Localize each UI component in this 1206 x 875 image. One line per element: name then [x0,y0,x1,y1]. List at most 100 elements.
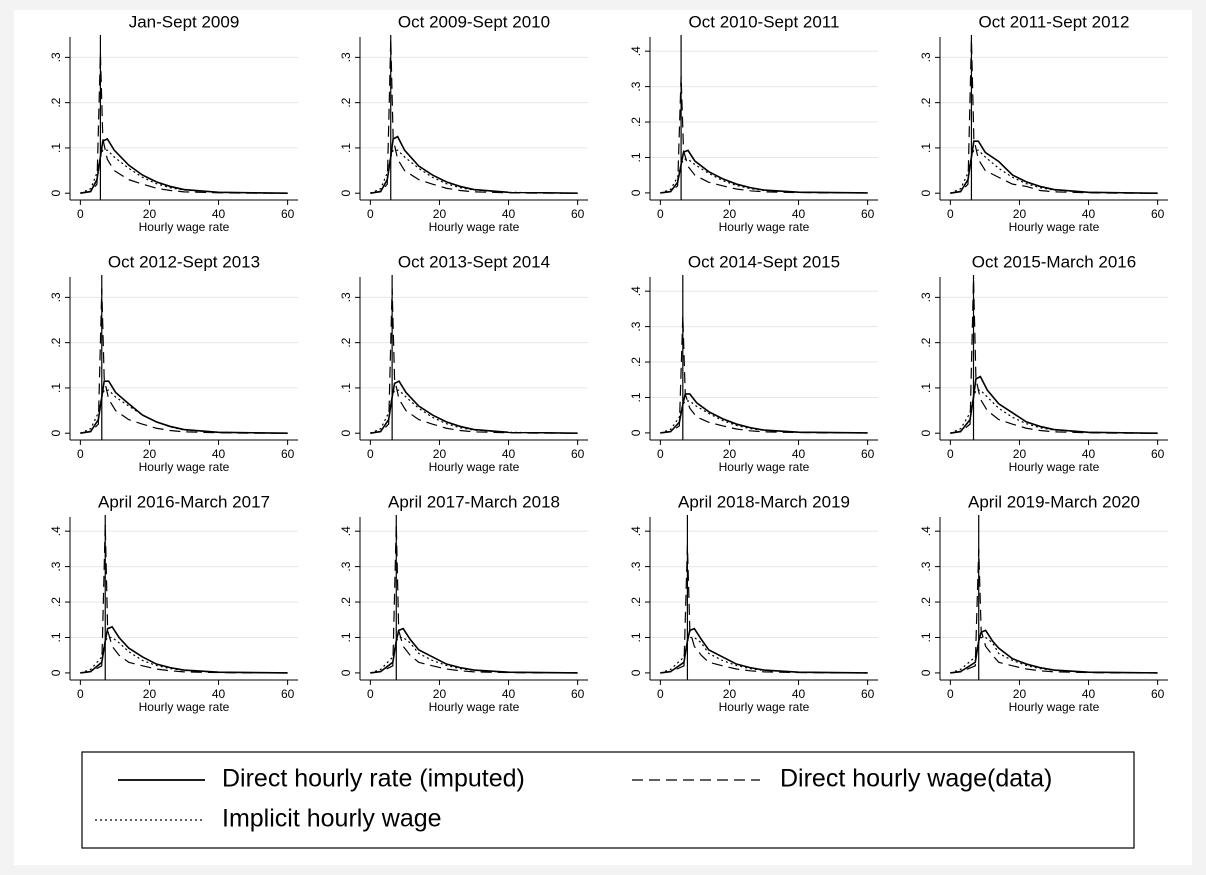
y-tick-label: .3 [339,52,353,62]
x-tick-label: 40 [502,687,516,701]
density-line [950,140,1158,195]
density-line [660,75,868,194]
x-tick-label: 40 [212,207,226,221]
x-tick-label: 60 [1151,447,1165,461]
density-line [80,636,288,674]
x-tick-label: 60 [281,447,295,461]
x-tick-label: 60 [861,447,875,461]
density-line [370,288,578,434]
x-tick-label: 20 [1013,447,1027,461]
y-tick-label: .2 [339,597,353,607]
x-tick-label: 20 [433,207,447,221]
y-tick-label: .3 [629,561,643,571]
y-tick-label: .3 [919,561,933,571]
density-line [950,629,1158,674]
y-tick-label: .1 [339,383,353,393]
density-line [950,39,1158,194]
density-line [660,545,868,674]
x-tick-label: 40 [1082,207,1096,221]
x-axis-label: Hourly wage rate [719,220,810,234]
legend-label: Implicit hourly wage [222,805,442,833]
x-tick-label: 40 [502,447,516,461]
y-tick-label: 0 [339,430,353,437]
y-tick-label: 0 [339,190,353,197]
y-tick-label: .3 [49,561,63,571]
x-axis-label: Hourly wage rate [1009,460,1100,474]
y-tick-label: 0 [919,190,933,197]
x-tick-label: 40 [502,207,516,221]
x-tick-label: 40 [212,687,226,701]
y-tick-label: .3 [919,52,933,62]
y-tick-label: .4 [49,526,63,536]
y-tick-label: .3 [49,52,63,62]
x-tick-label: 40 [792,207,806,221]
y-tick-label: .1 [629,152,643,162]
y-tick-label: .3 [629,321,643,331]
y-tick-label: .1 [49,383,63,393]
y-tick-label: .1 [629,392,643,402]
x-axis-label: Hourly wage rate [429,460,520,474]
x-tick-label: 20 [723,687,737,701]
y-tick-label: .2 [629,357,643,367]
y-tick-label: .2 [49,597,63,607]
density-line [370,636,578,674]
x-tick-label: 0 [947,207,954,221]
density-line [370,524,578,674]
density-line [370,135,578,195]
y-tick-label: .3 [339,561,353,571]
legend: Direct hourly rate (imputed) Direct hourl… [81,751,1135,849]
y-tick-label: .3 [629,81,643,91]
y-tick-label: 0 [629,189,643,196]
x-tick-label: 60 [861,687,875,701]
y-tick-label: .2 [629,597,643,607]
y-tick-label: .1 [339,632,353,642]
y-tick-label: .4 [629,526,643,536]
density-line [660,315,868,434]
y-tick-label: .2 [49,337,63,347]
x-tick-label: 20 [433,687,447,701]
y-tick-label: 0 [919,430,933,437]
density-line [370,39,578,194]
x-tick-label: 40 [792,447,806,461]
density-line [80,389,288,434]
legend-box [81,751,1135,849]
y-tick-label: .1 [49,143,63,153]
density-line [80,524,288,674]
y-tick-label: .4 [919,526,933,536]
density-line [660,400,868,434]
density-line [950,548,1158,674]
panel-title: Oct 2012-Sept 2013 [108,252,260,271]
x-tick-label: 40 [1082,687,1096,701]
x-tick-label: 20 [723,207,737,221]
y-tick-label: .4 [339,526,353,536]
x-tick-label: 20 [433,447,447,461]
y-tick-label: 0 [339,669,353,676]
x-tick-label: 60 [861,207,875,221]
x-tick-label: 20 [1013,687,1027,701]
y-tick-label: .1 [919,632,933,642]
x-tick-label: 60 [571,447,585,461]
y-tick-label: .2 [339,337,353,347]
y-tick-label: .1 [919,383,933,393]
x-tick-label: 40 [792,687,806,701]
legend-label: Direct hourly rate (imputed) [222,765,525,793]
x-axis-label: Hourly wage rate [139,220,230,234]
density-line [660,636,868,674]
panel-title: Oct 2013-Sept 2014 [398,252,550,271]
x-tick-label: 20 [143,687,157,701]
x-axis-label: Hourly wage rate [429,700,520,714]
y-tick-label: .2 [629,117,643,127]
x-tick-label: 60 [281,207,295,221]
density-line [660,149,868,194]
x-tick-label: 0 [367,447,374,461]
y-tick-label: .3 [49,292,63,302]
x-tick-label: 60 [1151,207,1165,221]
x-axis-label: Hourly wage rate [139,700,230,714]
density-line [80,288,288,434]
x-tick-label: 0 [367,207,374,221]
x-tick-label: 60 [571,687,585,701]
legend-label: Direct hourly wage(data) [780,765,1052,793]
y-tick-label: 0 [629,429,643,436]
y-tick-label: 0 [919,669,933,676]
